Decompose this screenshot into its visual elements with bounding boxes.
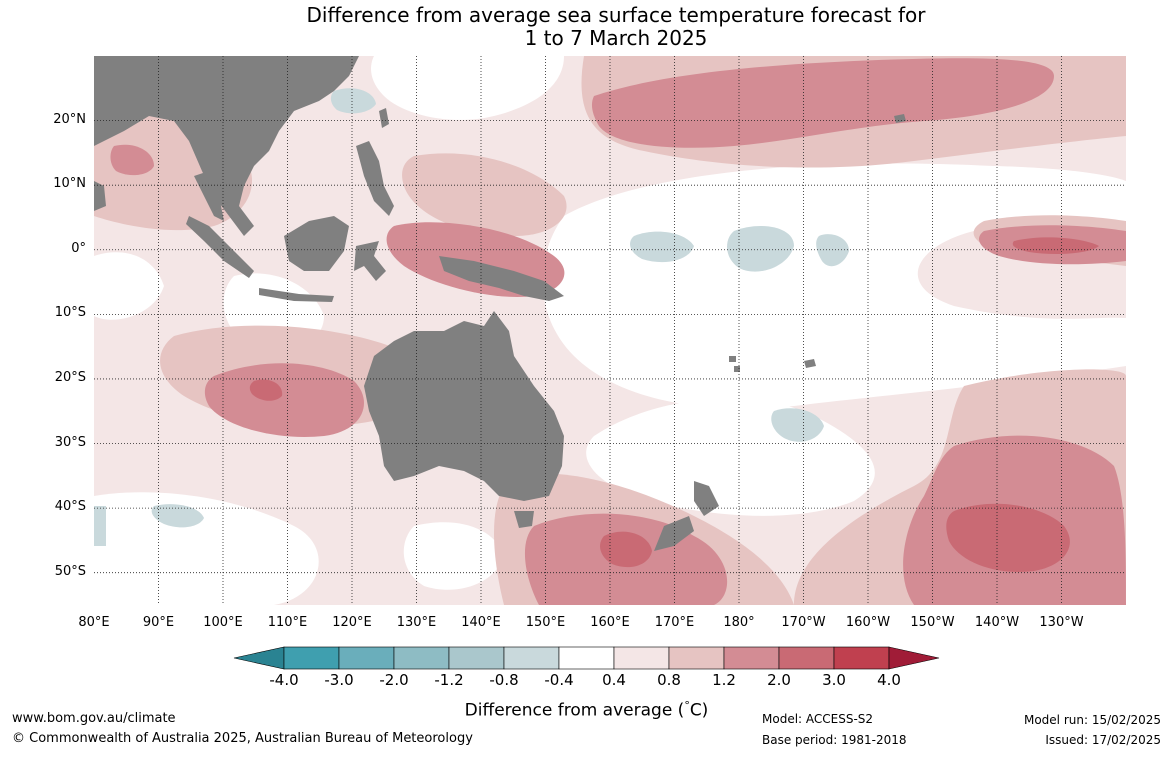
longitude-label: 140°W [974, 615, 1020, 630]
longitude-label: 120°E [332, 615, 372, 630]
title-line-2: 1 to 7 March 2025 [524, 26, 708, 50]
footer-model: Model: ACCESS-S2 [762, 712, 874, 726]
colorbar-segment [778, 646, 835, 670]
colorbar-tick-label: 0.4 [602, 671, 626, 689]
latitude-label: 0° [71, 240, 86, 256]
colorbar-segment [283, 646, 340, 670]
colorbar-segment [723, 646, 780, 670]
colorbar-tick-label: 0.8 [657, 671, 681, 689]
colorbar-title-prefix: Difference from average ( [464, 700, 685, 721]
colorbar-segment [613, 646, 670, 670]
colorbar-segment [393, 646, 450, 670]
colorbar [233, 646, 940, 670]
negative-anomaly-areas [94, 88, 849, 546]
colorbar-tick-label: 2.0 [767, 671, 791, 689]
longitude-label: 130°E [396, 615, 437, 630]
colorbar-segment [833, 646, 890, 670]
colorbar-min-extension [233, 646, 285, 670]
latitude-label: 20°S [54, 369, 86, 385]
latitude-label: 30°S [54, 434, 86, 450]
longitude-label: 180° [723, 615, 755, 630]
footer-base-period: Base period: 1981-2018 [762, 733, 907, 747]
colorbar-segment [558, 646, 615, 670]
colorbar-tick-label: -3.0 [324, 671, 354, 689]
footer-url[interactable]: www.bom.gov.au/climate [12, 711, 176, 726]
longitude-label: 160°W [845, 615, 891, 630]
colorbar-tick-label: -0.8 [489, 671, 519, 689]
longitude-label: 170°E [654, 615, 695, 630]
colorbar-segment [503, 646, 560, 670]
colorbar-tick-label: -1.2 [434, 671, 464, 689]
latitude-label: 20°N [53, 111, 86, 127]
land-masses [94, 56, 906, 551]
colorbar-segment [448, 646, 505, 670]
colorbar-tick-label: 3.0 [822, 671, 846, 689]
latitude-label: 10°S [54, 305, 86, 321]
longitude-label: 160°E [590, 615, 630, 630]
longitude-label: 150°E [525, 615, 566, 630]
colorbar-tick-label: 4.0 [877, 671, 901, 689]
colorbar-title-unit: C) [689, 700, 709, 721]
latitude-label: 40°S [54, 499, 86, 515]
colorbar-tick-label: -0.4 [544, 671, 574, 689]
map-svg [94, 56, 1126, 605]
longitude-label: 100°E [203, 615, 243, 630]
colorbar-max-extension [888, 646, 940, 670]
footer-copyright: © Commonwealth of Australia 2025, Austra… [12, 731, 473, 746]
footer-model-run: Model run: 15/02/2025 [1023, 713, 1161, 727]
longitude-label: 150°W [910, 615, 955, 630]
colorbar-tick-label: -4.0 [269, 671, 299, 689]
colorbar-title: Difference from average (°C) [0, 699, 1173, 721]
chart-title: Difference from average sea surface temp… [0, 4, 1173, 50]
longitude-label: 110°E [267, 615, 308, 630]
longitude-label: 130°W [1039, 615, 1084, 630]
colorbar-segment [668, 646, 725, 670]
title-line-1: Difference from average sea surface temp… [306, 3, 926, 27]
colorbar-segment [338, 646, 395, 670]
longitude-label: 170°W [781, 615, 826, 630]
footer-issued: Issued: 17/02/2025 [1045, 733, 1161, 747]
sst-anomaly-map [94, 56, 1126, 605]
graticule [94, 56, 1126, 605]
longitude-label: 80°E [78, 615, 110, 630]
colorbar-tick-label: -2.0 [379, 671, 409, 689]
colorbar-title-degree: ° [684, 699, 690, 712]
longitude-label: 140°E [461, 615, 501, 630]
positive-anomaly-2p0 [249, 237, 1099, 572]
longitude-label: 90°E [142, 615, 175, 630]
latitude-label: 50°S [54, 563, 86, 579]
latitude-label: 10°N [53, 176, 86, 192]
colorbar-tick-label: 1.2 [712, 671, 736, 689]
